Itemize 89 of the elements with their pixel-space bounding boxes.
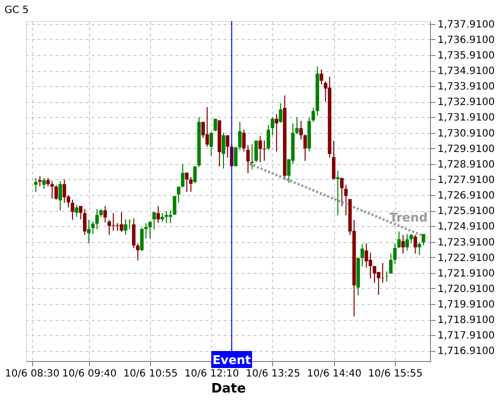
candlestick [83, 208, 87, 236]
y-tick-label: 1,718.9100 [438, 315, 495, 326]
candlestick [108, 219, 111, 236]
candlestick [87, 219, 91, 244]
candlestick [274, 114, 278, 152]
y-tick-label: 1,734.9100 [438, 66, 495, 78]
candlestick [152, 212, 156, 230]
candlestick [405, 233, 409, 251]
y-tick-label: 1,729.9100 [438, 144, 495, 155]
candlestick [148, 221, 152, 240]
y-tick-label: 1,727.9100 [438, 174, 495, 186]
y-tick-label: 1,733.9100 [438, 82, 495, 93]
candlestick [185, 172, 189, 192]
candlestick [116, 222, 120, 232]
candlestick [189, 176, 193, 192]
candlestick [372, 266, 376, 284]
candlestick [34, 177, 38, 192]
candlestick [414, 234, 418, 254]
candlestick [418, 242, 422, 256]
candlestick [320, 69, 324, 86]
y-tick-label: 1,737.9100 [438, 19, 495, 30]
candlestick [74, 204, 78, 218]
y-tick-label: 1,726.9100 [438, 190, 495, 202]
candlestick [401, 234, 405, 254]
candlestick [344, 184, 348, 216]
candlestick [78, 205, 82, 220]
candlestick [120, 212, 124, 232]
candlestick [95, 208, 99, 230]
y-tick-label: 1,723.9100 [438, 237, 495, 248]
candlestick [364, 242, 368, 268]
candlestick [262, 140, 266, 162]
chart-title: GC 5 [4, 4, 29, 16]
candlestick [70, 199, 74, 220]
x-tick-label: 10/6 15:55 [368, 368, 423, 380]
candlestick [222, 132, 226, 170]
series-label: Trend [389, 210, 428, 225]
candlestick [62, 178, 66, 204]
x-tick-label: 10/6 09:40 [62, 368, 117, 380]
y-tick-label: 1,731.9100 [438, 112, 495, 124]
candlestick [50, 180, 54, 200]
y-tick-label: 1,730.9100 [438, 128, 495, 140]
x-tick-label: 10/6 14:40 [306, 368, 362, 380]
y-tick-label: 1,736.9100 [438, 34, 495, 46]
candlestick [128, 218, 132, 230]
candlestick [58, 180, 62, 212]
y-tick-label: 1,721.9100 [438, 268, 495, 280]
candlestick [136, 242, 140, 261]
candlestick [393, 242, 397, 264]
x-tick-label: 10/6 12:10 [184, 368, 239, 380]
candlestick [112, 212, 116, 232]
candlestick [214, 118, 218, 132]
y-tick-label: 1,728.9100 [438, 159, 495, 170]
candlestick [103, 205, 107, 223]
candlestick [254, 140, 258, 163]
x-axis-title: Date [211, 382, 246, 396]
y-tick-label: 1,717.9100 [438, 330, 495, 342]
candlestick [250, 144, 254, 170]
candlestick [205, 106, 209, 148]
x-tick-label: 10/6 08:30 [4, 368, 60, 380]
y-tick-label: 1,720.9100 [438, 284, 495, 295]
candlestick [164, 210, 168, 224]
candlestick [278, 102, 282, 124]
x-tick-label: 10/6 13:25 [246, 368, 300, 380]
candlestick [38, 176, 42, 187]
candlestick [384, 270, 388, 282]
ref-line-label: Event [212, 353, 252, 367]
candlestick [156, 205, 160, 224]
candlestick [42, 177, 46, 190]
candlestick [168, 210, 172, 224]
candlestick [140, 227, 144, 252]
y-tick-label: 1,735.9100 [438, 50, 495, 62]
y-tick-label: 1,719.9100 [438, 300, 495, 311]
candlestick [54, 184, 58, 200]
y-tick-label: 1,722.9100 [438, 252, 495, 264]
candlestick [124, 218, 128, 236]
y-tick-label: 1,724.9100 [438, 222, 495, 233]
candlestick [132, 218, 136, 248]
candlestick [193, 166, 197, 184]
candlestick [409, 233, 413, 244]
candlestick [258, 135, 262, 163]
y-tick-label: 1,716.9100 [438, 346, 495, 358]
candlestick [210, 132, 214, 157]
y-tick-label: 1,732.9100 [438, 97, 495, 108]
candlestick [340, 177, 344, 206]
y-tick-label: 1,725.9100 [438, 206, 495, 218]
candlestick [336, 170, 340, 216]
candlestick [360, 244, 364, 268]
x-tick-label: 10/6 10:55 [123, 368, 178, 380]
candlestick [226, 134, 230, 158]
